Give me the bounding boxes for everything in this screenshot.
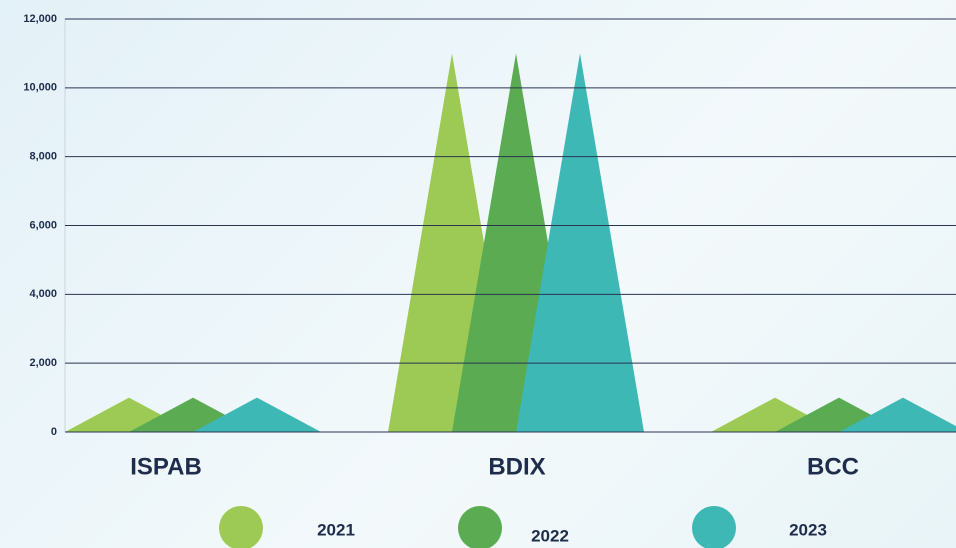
legend-swatch xyxy=(692,506,736,548)
y-tick-label: 8,000 xyxy=(29,151,57,163)
y-tick-label: 10,000 xyxy=(23,82,57,94)
x-tick-label: ISPAB xyxy=(130,453,202,480)
legend-swatch xyxy=(219,506,263,548)
legend-label: 2021 xyxy=(317,520,355,539)
y-tick-label: 12,000 xyxy=(23,13,57,25)
legend-swatch xyxy=(458,506,502,548)
y-tick-label: 0 xyxy=(51,426,57,438)
x-tick-label: BCC xyxy=(807,453,859,480)
y-tick-label: 6,000 xyxy=(29,219,57,231)
triangle-bar xyxy=(193,397,321,432)
y-tick-label: 2,000 xyxy=(29,357,57,369)
legend-label: 2022 xyxy=(531,526,569,545)
legend-label: 2023 xyxy=(789,520,827,539)
x-tick-label: BDIX xyxy=(488,453,545,480)
plot-area xyxy=(65,53,956,433)
triangle-bar xyxy=(839,397,956,432)
y-tick-label: 4,000 xyxy=(29,288,57,300)
triangle-bar xyxy=(516,53,644,433)
